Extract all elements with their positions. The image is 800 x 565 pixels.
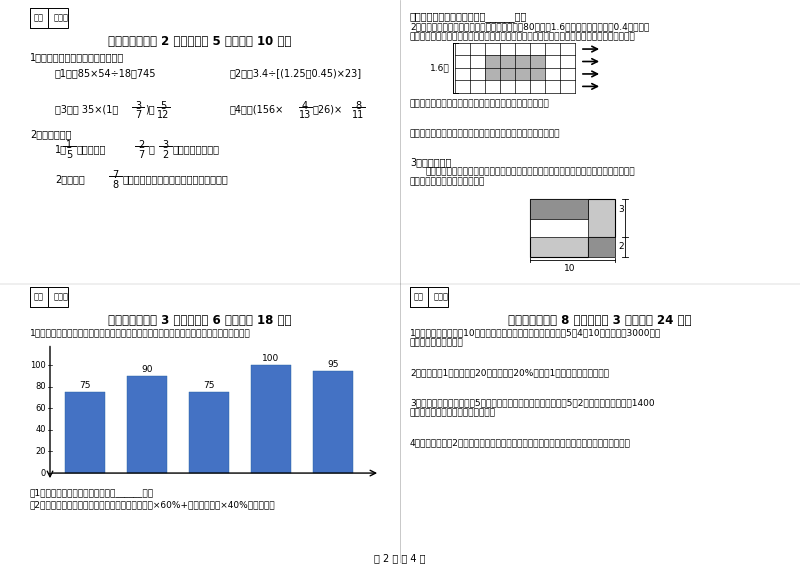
- Text: 3: 3: [135, 101, 141, 111]
- Text: 2、甲数的: 2、甲数的: [55, 174, 85, 184]
- Text: 的积，差是多少？: 的积，差是多少？: [173, 145, 220, 154]
- Bar: [313, 371, 353, 473]
- Text: 95: 95: [327, 359, 338, 368]
- Text: 2、列式计算：: 2、列式计算：: [30, 129, 71, 140]
- Text: 90: 90: [142, 365, 153, 374]
- Text: 辆，小轿车比小货车多卖了多少辆？: 辆，小轿车比小货车多卖了多少辆？: [410, 408, 496, 418]
- Text: 得分: 得分: [34, 14, 44, 23]
- Text: 2: 2: [618, 242, 624, 251]
- Text: 5: 5: [66, 150, 72, 160]
- Text: 4: 4: [302, 101, 308, 111]
- Text: （4）、(156×: （4）、(156×: [230, 105, 284, 115]
- Bar: [530, 68, 545, 80]
- Bar: [30, 287, 48, 307]
- Text: 六、应用题（共 8 小题，每题 3 分，共计 24 分）: 六、应用题（共 8 小题，每题 3 分，共计 24 分）: [508, 314, 692, 327]
- Polygon shape: [588, 237, 615, 257]
- Bar: [410, 287, 448, 307]
- Text: （2）数学学期成绩是这样算的：平时成绩的平均分×60%+期末测验成绩×40%，王平六年: （2）数学学期成绩是这样算的：平时成绩的平均分×60%+期末测验成绩×40%，王…: [30, 500, 276, 509]
- Text: 评卷人: 评卷人: [434, 292, 449, 301]
- Text: （2）、3.4÷[(1.25＋0.45)×23]: （2）、3.4÷[(1.25＋0.45)×23]: [230, 68, 362, 78]
- Bar: [30, 8, 48, 28]
- Bar: [127, 376, 167, 473]
- Text: 1、用运等式计算，能简算的简算。: 1、用运等式计算，能简算的简算。: [30, 52, 124, 62]
- Text: 2．欣欣社区公园要铺设一条人行通道，通道长80米，宽1.6米，现在用边长都是0.4米的红、: 2．欣欣社区公园要铺设一条人行通道，通道长80米，宽1.6米，现在用边长都是0.…: [410, 22, 650, 31]
- Bar: [515, 55, 530, 68]
- Text: （3）、 35×(1－: （3）、 35×(1－: [55, 105, 118, 115]
- Text: 1、如图是王平六年级第一学期四次数学平时成绩和数学期末测试成绩统计图，请根据图填空: 1、如图是王平六年级第一学期四次数学平时成绩和数学期末测试成绩统计图，请根据图填…: [30, 329, 250, 338]
- Text: 100: 100: [262, 354, 280, 363]
- Text: 20: 20: [35, 447, 46, 456]
- Text: 与: 与: [149, 145, 155, 154]
- Text: 7: 7: [138, 150, 144, 160]
- Text: 1.6米: 1.6米: [430, 63, 450, 72]
- Text: 级第一学期的数学学期成绩是______分。: 级第一学期的数学学期成绩是______分。: [410, 12, 527, 22]
- Text: 11: 11: [352, 110, 364, 120]
- Text: 3: 3: [618, 205, 624, 214]
- Text: 2: 2: [138, 141, 144, 150]
- Text: 2、六年级（1）班有男生20人，比女生20%，六（1）班共有学生多少人？: 2、六年级（1）班有男生20人，比女生20%，六（1）班共有学生多少人？: [410, 368, 609, 377]
- Text: 7: 7: [112, 170, 118, 180]
- Text: 75: 75: [203, 381, 214, 390]
- Text: 4、有根直径都是2米长的圆柱形木框，想用一根绳子把它们捆绑一捆，最短需要多少米长的: 4、有根直径都是2米长的圆柱形木框，想用一根绳子把它们捆绑一捆，最短需要多少米长…: [410, 438, 631, 447]
- Text: 黄两种正方形地砖铺设（下图是铺设的局部图示，其中空白、阴影分别表示黄、红两种颜色）。: 黄两种正方形地砖铺设（下图是铺设的局部图示，其中空白、阴影分别表示黄、红两种颜色…: [410, 32, 636, 41]
- Text: 评卷人: 评卷人: [54, 14, 69, 23]
- Bar: [251, 365, 291, 473]
- Text: 7: 7: [135, 110, 141, 120]
- Text: )－: )－: [145, 105, 154, 115]
- Text: 8: 8: [355, 101, 361, 111]
- Text: 和乙数相等，甲数和乙数的比值是多少？: 和乙数相等，甲数和乙数的比值是多少？: [123, 174, 229, 184]
- Text: 100: 100: [30, 360, 46, 370]
- Text: 75: 75: [79, 381, 90, 390]
- Bar: [515, 68, 530, 80]
- Text: 80: 80: [35, 383, 46, 391]
- Text: 1: 1: [66, 141, 72, 150]
- Text: 10: 10: [564, 264, 576, 273]
- Text: 1、: 1、: [55, 145, 67, 154]
- Text: 5: 5: [160, 101, 166, 111]
- Bar: [65, 392, 105, 473]
- Text: 得分: 得分: [34, 292, 44, 301]
- Text: 的倒数减去: 的倒数减去: [77, 145, 106, 154]
- Text: 3: 3: [162, 141, 168, 150]
- Text: 0: 0: [41, 468, 46, 477]
- Text: 2: 2: [162, 150, 168, 160]
- Text: 评卷人: 评卷人: [54, 292, 69, 301]
- Polygon shape: [530, 199, 615, 257]
- Bar: [189, 392, 229, 473]
- Bar: [530, 55, 545, 68]
- Bar: [30, 8, 68, 28]
- Text: 13: 13: [299, 110, 311, 120]
- Bar: [410, 287, 428, 307]
- Text: 3．图形计算。: 3．图形计算。: [410, 158, 451, 167]
- Bar: [485, 55, 500, 68]
- Bar: [485, 68, 500, 80]
- Text: 影部分的面积是多少平方厘米？: 影部分的面积是多少平方厘米？: [410, 177, 486, 186]
- Text: 8: 8: [112, 180, 118, 190]
- Bar: [530, 199, 588, 237]
- Bar: [500, 55, 515, 68]
- Text: 得分: 得分: [414, 292, 424, 301]
- Text: ⑵铺设这条人行通道一共需要多少块红色地板砖？（不计损耗）: ⑵铺设这条人行通道一共需要多少块红色地板砖？（不计损耗）: [410, 129, 561, 138]
- Text: 四、计算题（共 2 小题，每题 5 分，共计 10 分）: 四、计算题（共 2 小题，每题 5 分，共计 10 分）: [108, 35, 292, 48]
- Text: 12: 12: [157, 110, 169, 120]
- Text: （1）、85×54÷18＋745: （1）、85×54÷18＋745: [55, 68, 157, 78]
- Bar: [500, 68, 515, 80]
- Bar: [30, 287, 68, 307]
- Text: 3、一家汽车销售公司今年5月份销售小轿车和小货车数量的比是5：2，这两种车共销售了1400: 3、一家汽车销售公司今年5月份销售小轿车和小货车数量的比是5：2，这两种车共销售…: [410, 398, 654, 407]
- Text: 60: 60: [35, 404, 46, 413]
- Text: －26)×: －26)×: [313, 105, 343, 115]
- Text: 五、综合题（共 3 小题，每题 6 分，共计 18 分）: 五、综合题（共 3 小题，每题 6 分，共计 18 分）: [108, 314, 292, 327]
- Text: 1、轻厂生产的皮鞋，10月份生产双数与九月份生产双数的比是5：4，10月份生产了3000双，: 1、轻厂生产的皮鞋，10月份生产双数与九月份生产双数的比是5：4，10月份生产了…: [410, 329, 662, 338]
- Text: 如图是由两个相同的直角梯形重叠而成的，图中只标出三个数据（单位：厘米），图中阴: 如图是由两个相同的直角梯形重叠而成的，图中只标出三个数据（单位：厘米），图中阴: [425, 167, 634, 176]
- Text: ⑴铺设这条人行通道一共需要多少块地板砖？（不计损耗）: ⑴铺设这条人行通道一共需要多少块地板砖？（不计损耗）: [410, 99, 550, 108]
- Polygon shape: [530, 199, 588, 219]
- Text: 40: 40: [35, 425, 46, 434]
- Text: 第 2 页 共 4 页: 第 2 页 共 4 页: [374, 553, 426, 563]
- Text: （1）王平四次平时成绩的平均分是______分。: （1）王平四次平时成绩的平均分是______分。: [30, 488, 154, 497]
- Text: 九月份生产了多少双？: 九月份生产了多少双？: [410, 338, 464, 347]
